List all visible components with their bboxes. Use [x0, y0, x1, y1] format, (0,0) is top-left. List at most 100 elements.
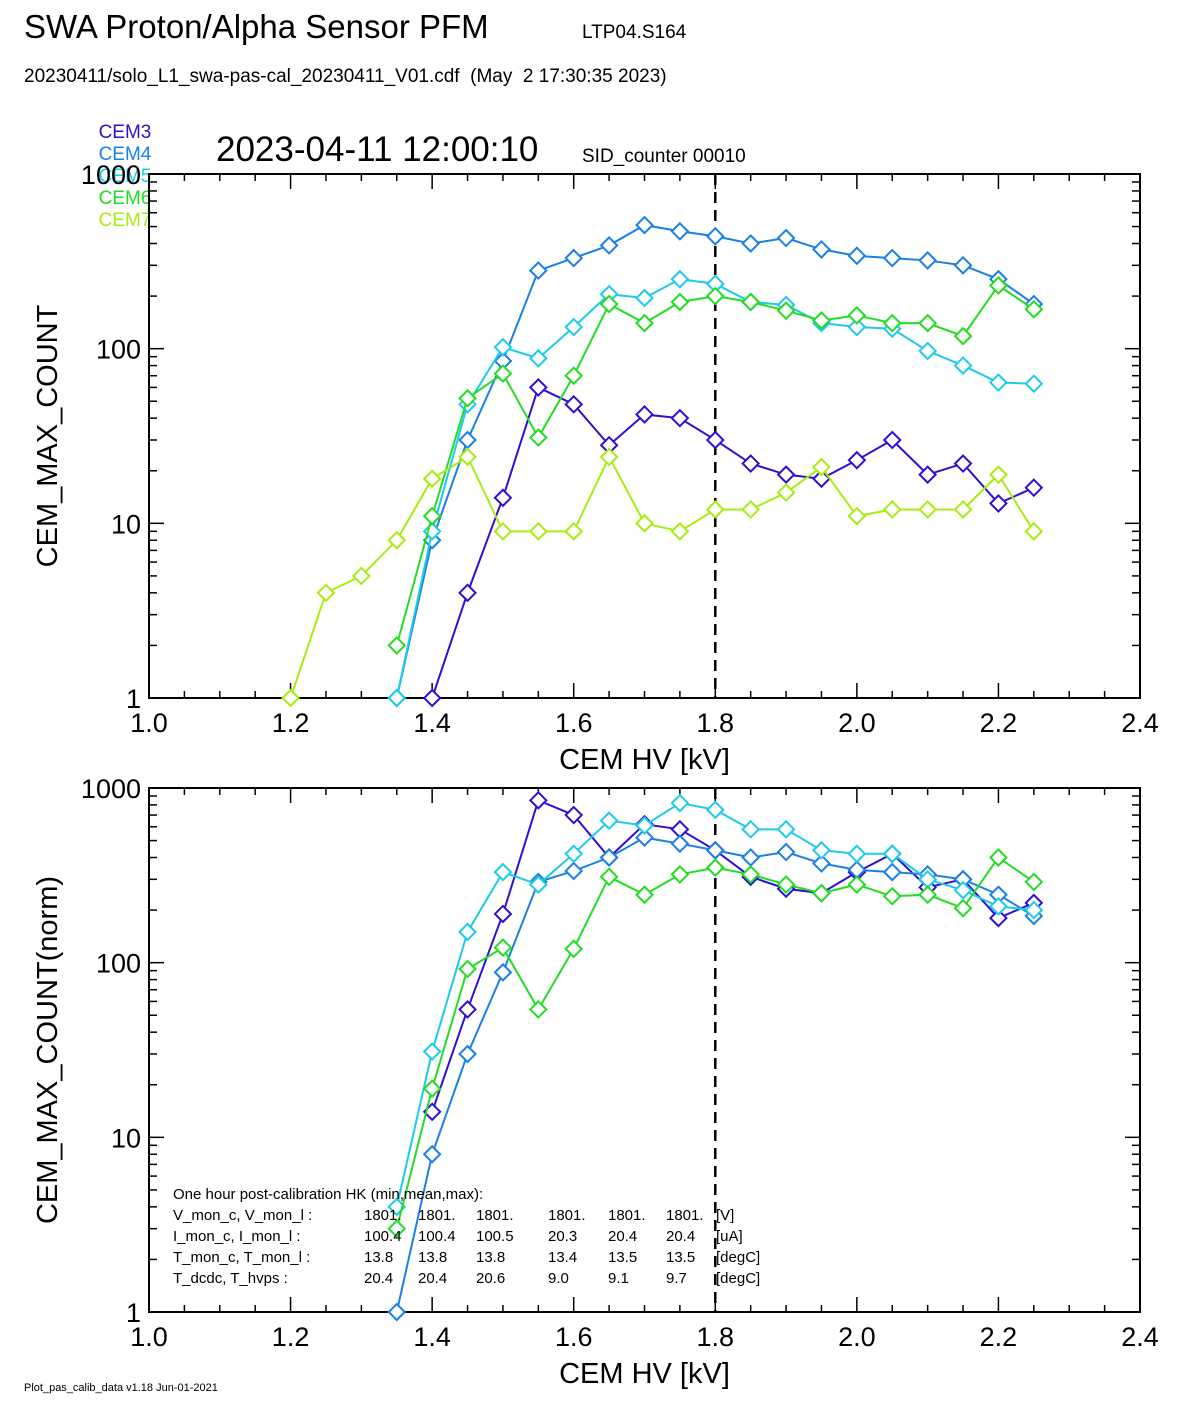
data-point: [493, 521, 513, 541]
data-point: [882, 500, 902, 519]
x-tick-label: 1.2: [272, 708, 310, 738]
data-point: [882, 844, 902, 864]
hk-value: 20.4: [418, 1270, 447, 1287]
data-point: [458, 430, 477, 450]
data-point: [493, 337, 513, 357]
hk-unit: [uA]: [716, 1228, 743, 1245]
hk-value: 20.6: [476, 1270, 505, 1287]
data-point: [599, 848, 619, 867]
hk-value: 1801.: [476, 1207, 514, 1224]
y-axis-label: CEM_MAX_COUNT(norm): [32, 876, 64, 1224]
y-axis-label: CEM_MAX_COUNT: [32, 304, 64, 567]
hk-value: 1801.: [418, 1207, 456, 1224]
data-point: [528, 378, 548, 397]
x-tick-label: 1.4: [413, 708, 451, 738]
data-point: [953, 880, 973, 900]
hk-label: T_dcdc, T_hvps :: [173, 1270, 288, 1287]
legend-cem4: CEM4: [98, 144, 152, 165]
legend-cem7: CEM7: [98, 210, 152, 231]
data-point: [670, 221, 690, 241]
data-point: [812, 457, 831, 477]
x-tick-label: 1.4: [413, 1322, 451, 1352]
series-cem7: [281, 447, 1044, 708]
data-point: [387, 636, 407, 655]
series-line: [289, 454, 1035, 699]
data-point: [882, 313, 902, 333]
data-point: [847, 506, 867, 526]
x-tick-label: 2.2: [980, 1322, 1018, 1352]
hk-value: 20.3: [548, 1228, 577, 1245]
data-point: [705, 226, 725, 246]
hk-value: 1801.: [666, 1207, 704, 1224]
data-point: [422, 688, 442, 708]
data-point: [316, 583, 336, 603]
data-point: [812, 854, 831, 873]
data-point: [989, 494, 1008, 513]
data-point: [989, 848, 1008, 867]
data-point: [812, 240, 831, 259]
data-point: [635, 288, 654, 308]
hk-value: 13.8: [476, 1249, 505, 1266]
data-point: [528, 790, 548, 810]
footer-version: Plot_pas_calib_data v1.18 Jun-01-2021: [24, 1382, 218, 1394]
hk-value: 1801.: [548, 1207, 586, 1224]
y-tick-label: 10: [111, 1123, 141, 1153]
hk-value: 13.8: [364, 1249, 393, 1266]
data-point: [564, 939, 584, 959]
data-point: [847, 317, 867, 337]
data-point: [1024, 478, 1044, 498]
data-point: [564, 861, 584, 881]
data-point: [847, 844, 867, 864]
data-point: [918, 465, 938, 485]
data-point: [989, 465, 1008, 485]
data-point: [281, 688, 300, 708]
data-point: [1024, 900, 1044, 920]
data-point: [387, 688, 407, 708]
data-point: [918, 313, 938, 333]
data-point: [670, 793, 690, 813]
data-point: [882, 248, 902, 268]
legend-cem5: CEM5: [98, 166, 152, 187]
hk-label: V_mon_c, V_mon_l :: [173, 1207, 312, 1224]
hk-value: 9.1: [608, 1270, 629, 1287]
hk-unit: [degC]: [716, 1270, 760, 1287]
hk-unit: [degC]: [716, 1249, 760, 1266]
x-tick-label: 1.0: [130, 1322, 168, 1352]
x-tick-label: 1.2: [272, 1322, 310, 1352]
chart-2: 1.0 1.2 1.4 1.6 1.8 2.0 2.2 2.4 1 10 100 1000 CEM HV…: [32, 774, 1159, 1390]
data-point: [847, 875, 867, 894]
data-point: [564, 317, 584, 337]
hk-unit: [V]: [716, 1207, 734, 1224]
data-point: [458, 1044, 477, 1064]
data-point: [705, 800, 725, 820]
data-point: [599, 236, 619, 255]
data-point: [882, 886, 902, 906]
data-point: [953, 454, 973, 473]
hk-label: I_mon_c, I_mon_l :: [173, 1228, 301, 1245]
data-point: [387, 1302, 407, 1322]
data-point: [635, 313, 654, 333]
x-tick-label: 1.6: [555, 1322, 593, 1352]
data-point: [387, 1219, 407, 1239]
data-point: [989, 373, 1008, 392]
data-point: [670, 408, 690, 428]
y-tick-label: 10: [111, 509, 141, 539]
data-point: [528, 348, 548, 368]
data-point: [776, 875, 796, 894]
data-point: [776, 465, 796, 485]
data-point: [670, 865, 690, 884]
x-tick-label: 1.8: [697, 1322, 735, 1352]
data-point: [670, 269, 690, 289]
data-point: [564, 394, 584, 414]
data-point: [599, 447, 619, 467]
page-title: SWA Proton/Alpha Sensor PFM: [24, 8, 489, 45]
data-point: [458, 959, 477, 979]
x-tick-label: 2.4: [1121, 708, 1159, 738]
data-point: [564, 248, 584, 268]
data-point: [599, 867, 619, 887]
series-line: [431, 798, 1035, 1113]
hk-value: 13.5: [666, 1249, 695, 1266]
hk-value: 20.4: [364, 1270, 393, 1287]
data-point: [705, 858, 725, 878]
data-point: [705, 500, 725, 519]
